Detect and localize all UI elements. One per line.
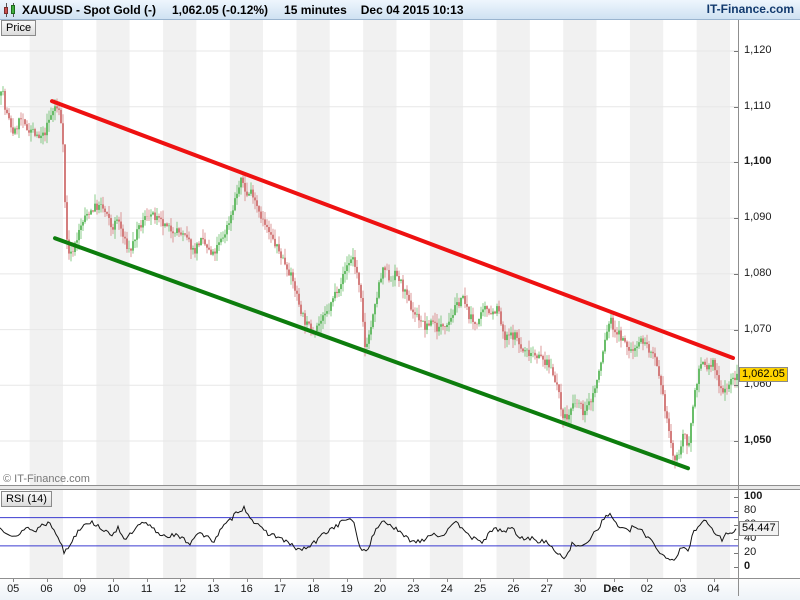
x-axis-label: 17 [273,583,287,595]
x-axis-label: 18 [307,583,320,595]
x-axis-tickmark [246,579,248,582]
x-axis-label: 16 [240,583,253,595]
price-axis-tickmark [734,218,739,220]
x-axis-label: 10 [107,583,120,595]
datetime-label: Dec 04 2015 10:13 [360,2,464,17]
price-axis-tickmark [734,273,739,275]
x-axis-label: 25 [473,583,487,595]
x-axis-label: 04 [707,583,720,595]
pane-splitter[interactable] [0,485,800,490]
x-axis-tickmark [646,579,648,582]
x-axis-tickmark [46,579,48,582]
x-axis-tickmark [680,579,682,582]
x-axis-tickmark [179,579,181,582]
price-axis-tickmark [734,329,739,331]
x-axis-label: 02 [640,583,653,595]
x-axis-tickmark [113,579,115,582]
price-tab[interactable]: Price [1,20,37,36]
last-price-change: 1,062.05 (-0.12%) [171,2,269,17]
x-axis-tickmark [580,579,582,582]
rsi-axis-tick-label: 20 [744,545,757,558]
price-axis-tickmark [734,106,739,108]
x-axis-label: 09 [73,583,87,595]
x-axis-tickmark [446,579,448,582]
x-axis-tickmark [313,579,315,582]
rsi-axis-tickmark [734,524,739,526]
axis-border [738,20,739,596]
rsi-axis-tickmark [734,567,739,569]
watermark: © IT-Finance.com [3,473,90,485]
rsi-axis-tick-label: 100 [744,489,763,502]
price-axis-tick-label: 1,120 [744,44,772,56]
price-axis-tick-label: 1,100 [744,155,772,168]
candlestick-icon [2,2,18,17]
x-axis-tickmark [413,579,415,582]
x-axis-tickmark [13,579,15,582]
rsi-value-badge: 54.447 [739,520,779,536]
x-axis-label: 12 [173,583,187,595]
rsi-axis-tick-label: 0 [744,560,751,573]
x-axis-label: 27 [540,583,553,595]
price-axis-tick-label: 1,050 [744,433,772,446]
rsi-axis-tickmark [734,510,739,512]
rsi-axis-tickmark [734,552,739,554]
price-axis-tickmark [734,162,739,164]
x-axis-label: 03 [674,583,687,595]
price-axis-tick-label: 1,090 [744,211,772,224]
price-chart[interactable] [0,20,738,485]
timeframe-label: 15 minutes [284,2,347,17]
last-price-badge: 1,062.05 [739,366,788,382]
x-axis-tickmark [480,579,482,582]
x-axis-tickmark [713,579,715,582]
x-axis-label: 20 [373,583,387,595]
x-axis-tickmark [513,579,515,582]
x-axis-label: 24 [440,583,453,595]
rsi-chart[interactable] [0,490,738,578]
x-axis-label: 06 [40,583,53,595]
x-axis-tickmark [213,579,215,582]
x-axis-label: 13 [207,583,220,595]
title-bar: XAUUSD - Spot Gold (-) 1,062.05 (-0.12%)… [0,0,800,20]
rsi-axis-tickmark [734,496,739,498]
price-axis-tick-label: 1,110 [744,99,771,112]
x-axis-label: 05 [7,583,20,595]
x-axis-tickmark [613,579,615,582]
symbol-title: XAUUSD - Spot Gold (-) [22,2,156,17]
price-axis-tickmark [734,51,739,52]
price-axis-tick-label: 1,080 [744,266,772,279]
x-axis-label: 23 [407,583,420,595]
x-axis-tickmark [280,579,281,582]
x-axis-tickmark [79,579,81,582]
price-axis-tickmark [734,440,739,442]
x-axis-tickmark [380,579,382,582]
x-axis[interactable]: 05 06 09 10 11 12 13 16 17 18 19 20 23 24 25 26 27 30 Dec 0… [0,578,800,600]
x-axis-label: Dec [603,583,624,595]
x-axis-tickmark [146,579,148,582]
rsi-tab[interactable]: RSI (14) [1,491,52,507]
x-axis-tickmark [546,579,548,582]
rsi-axis-tickmark [734,538,739,540]
x-axis-label: 19 [340,583,353,595]
x-axis-label: 26 [507,583,520,595]
x-axis-label: 11 [140,583,153,595]
x-axis-label: 30 [574,583,587,595]
brand-link[interactable]: IT-Finance.com [706,2,794,16]
rsi-axis-tick-label: 80 [744,503,757,516]
x-axis-tickmark [346,579,348,582]
price-axis-tickmark [734,385,739,387]
price-axis-tick-label: 1,070 [744,322,772,335]
